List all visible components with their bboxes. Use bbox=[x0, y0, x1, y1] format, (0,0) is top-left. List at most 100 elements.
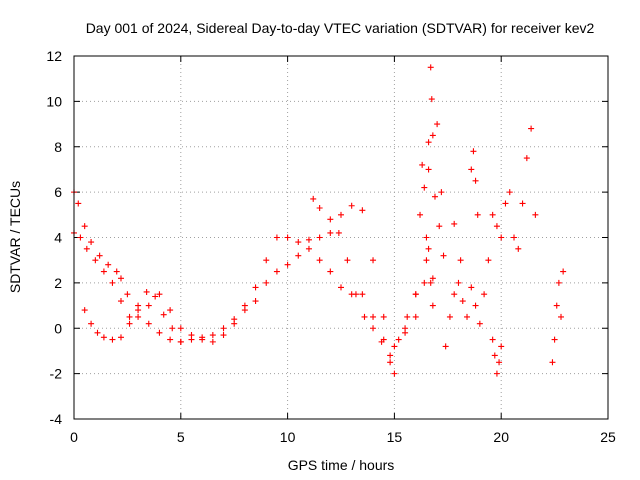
data-point bbox=[209, 332, 216, 339]
data-point bbox=[489, 336, 496, 343]
data-point bbox=[361, 313, 368, 320]
data-point bbox=[468, 284, 475, 291]
data-point bbox=[117, 334, 124, 341]
x-tick-label: 15 bbox=[387, 429, 403, 445]
data-point bbox=[117, 275, 124, 282]
data-point bbox=[105, 261, 112, 268]
data-point bbox=[472, 302, 479, 309]
data-point bbox=[370, 325, 377, 332]
data-point bbox=[470, 148, 477, 155]
data-point bbox=[391, 370, 398, 377]
data-point bbox=[327, 216, 334, 223]
data-point bbox=[425, 245, 432, 252]
data-point bbox=[316, 205, 323, 212]
data-point bbox=[273, 234, 280, 241]
data-point bbox=[327, 229, 334, 236]
data-point bbox=[370, 313, 377, 320]
data-point bbox=[457, 257, 464, 264]
data-point bbox=[485, 257, 492, 264]
data-point bbox=[109, 279, 116, 286]
data-point bbox=[370, 257, 377, 264]
data-point bbox=[177, 325, 184, 332]
data-point bbox=[305, 236, 312, 243]
series-outliers bbox=[425, 64, 464, 264]
data-point bbox=[438, 189, 445, 196]
x-tick-label: 0 bbox=[70, 429, 78, 445]
x-tick-label: 5 bbox=[177, 429, 185, 445]
data-point bbox=[241, 307, 248, 314]
y-tick-label: 6 bbox=[54, 184, 62, 200]
data-point bbox=[515, 245, 522, 252]
series-arc-6 bbox=[442, 125, 539, 350]
data-point bbox=[177, 338, 184, 345]
data-point bbox=[167, 336, 174, 343]
data-point bbox=[273, 268, 280, 275]
data-point bbox=[284, 261, 291, 268]
data-point bbox=[92, 257, 99, 264]
data-point bbox=[348, 202, 355, 209]
data-point bbox=[446, 313, 453, 320]
axis-ticks: 0 5 10 15 20 25 -4 -2 0 2 4 6 8 10 12 bbox=[46, 48, 616, 445]
grid-lines bbox=[74, 56, 608, 419]
data-point bbox=[284, 234, 291, 241]
data-point bbox=[549, 359, 556, 366]
series-arc-2 bbox=[71, 229, 419, 350]
y-tick-label: 4 bbox=[54, 230, 62, 246]
series-arc-7 bbox=[468, 148, 567, 377]
data-point bbox=[295, 252, 302, 259]
data-point bbox=[560, 268, 567, 275]
data-point bbox=[188, 332, 195, 339]
plot-frame bbox=[73, 55, 609, 420]
data-point bbox=[199, 336, 206, 343]
data-point bbox=[295, 239, 302, 246]
data-point bbox=[412, 313, 419, 320]
data-point bbox=[77, 234, 84, 241]
data-point bbox=[88, 320, 95, 327]
data-point bbox=[252, 298, 259, 305]
data-point bbox=[231, 320, 238, 327]
data-points bbox=[71, 64, 567, 377]
data-point bbox=[81, 307, 88, 314]
data-point bbox=[143, 288, 150, 295]
data-point bbox=[412, 291, 419, 298]
data-point bbox=[359, 207, 366, 214]
data-point bbox=[519, 200, 526, 207]
data-point bbox=[423, 234, 430, 241]
data-point bbox=[440, 252, 447, 259]
data-point bbox=[417, 211, 424, 218]
data-point bbox=[429, 275, 436, 282]
data-point bbox=[94, 329, 101, 336]
data-point bbox=[378, 338, 385, 345]
data-point bbox=[352, 291, 359, 298]
series-arc-5 bbox=[417, 121, 447, 309]
data-point bbox=[117, 298, 124, 305]
data-point bbox=[404, 313, 411, 320]
data-point bbox=[220, 325, 227, 332]
data-point bbox=[442, 343, 449, 350]
data-point bbox=[472, 177, 479, 184]
data-point bbox=[498, 234, 505, 241]
data-point bbox=[135, 302, 142, 309]
data-point bbox=[88, 239, 95, 246]
data-point bbox=[316, 257, 323, 264]
x-tick-label: 10 bbox=[280, 429, 296, 445]
data-point bbox=[156, 291, 163, 298]
data-point bbox=[474, 211, 481, 218]
data-point bbox=[380, 313, 387, 320]
data-point bbox=[169, 325, 176, 332]
data-point bbox=[310, 195, 317, 202]
data-point bbox=[81, 223, 88, 230]
data-point bbox=[338, 211, 344, 218]
y-tick-label: 2 bbox=[54, 275, 62, 291]
data-point bbox=[327, 268, 334, 275]
data-point bbox=[100, 268, 107, 275]
data-point bbox=[145, 320, 152, 327]
data-point bbox=[305, 245, 312, 252]
data-point bbox=[555, 279, 562, 286]
data-point bbox=[451, 291, 458, 298]
y-tick-label: 0 bbox=[54, 320, 62, 336]
data-point bbox=[145, 302, 152, 309]
data-point bbox=[423, 257, 430, 264]
data-point bbox=[263, 279, 270, 286]
y-tick-label: -4 bbox=[50, 411, 63, 427]
